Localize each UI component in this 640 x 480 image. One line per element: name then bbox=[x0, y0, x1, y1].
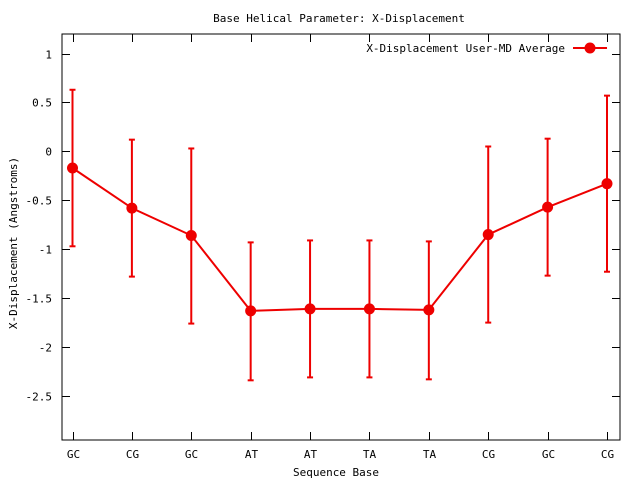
chart-title: Base Helical Parameter: X-Displacement bbox=[213, 12, 465, 25]
x-tick-label: GC bbox=[542, 448, 555, 461]
y-tick-label: -1 bbox=[39, 244, 52, 257]
y-tick-label: 1 bbox=[45, 49, 52, 62]
legend-marker bbox=[584, 42, 596, 54]
axes: 1 0.5 0 -0.5 -1 -1.5 -2 -2.5 GC CG GC AT AT TA TA CG GC C… bbox=[26, 33, 621, 461]
data-point bbox=[126, 202, 138, 214]
y-tick-label: 0.5 bbox=[32, 97, 52, 110]
series-layer bbox=[67, 88, 613, 382]
data-point bbox=[423, 304, 435, 316]
series-line bbox=[71, 167, 608, 312]
x-axis-label: Sequence Base bbox=[293, 466, 379, 479]
y-tick-label: -2.5 bbox=[26, 391, 53, 404]
y-tick-label: -1.5 bbox=[26, 293, 53, 306]
data-point bbox=[542, 201, 554, 213]
data-point bbox=[67, 162, 78, 174]
data-point bbox=[363, 303, 375, 315]
x-tick-label: AT bbox=[304, 448, 318, 461]
x-tick-label: GC bbox=[185, 448, 198, 461]
data-point bbox=[304, 303, 316, 315]
x-tick-label: TA bbox=[363, 448, 377, 461]
legend: X-Displacement User-MD Average bbox=[366, 42, 607, 55]
y-tick-label: -0.5 bbox=[26, 195, 53, 208]
x-tick-label: CG bbox=[601, 448, 614, 461]
x-tick-label: TA bbox=[423, 448, 437, 461]
x-tick-label: AT bbox=[245, 448, 259, 461]
y-axis-label: X-Displacement (Angstroms) bbox=[7, 157, 20, 329]
data-point bbox=[185, 230, 197, 242]
y-tick-label: 0 bbox=[45, 146, 52, 159]
data-point bbox=[482, 229, 494, 241]
data-point bbox=[601, 178, 613, 190]
x-tick-label: CG bbox=[482, 448, 495, 461]
data-point bbox=[245, 305, 257, 317]
x-tick-label: GC bbox=[67, 448, 80, 461]
legend-label: X-Displacement User-MD Average bbox=[366, 42, 565, 55]
x-tick-label: CG bbox=[126, 448, 139, 461]
y-tick-label: -2 bbox=[39, 342, 52, 355]
plot-frame bbox=[61, 33, 621, 441]
